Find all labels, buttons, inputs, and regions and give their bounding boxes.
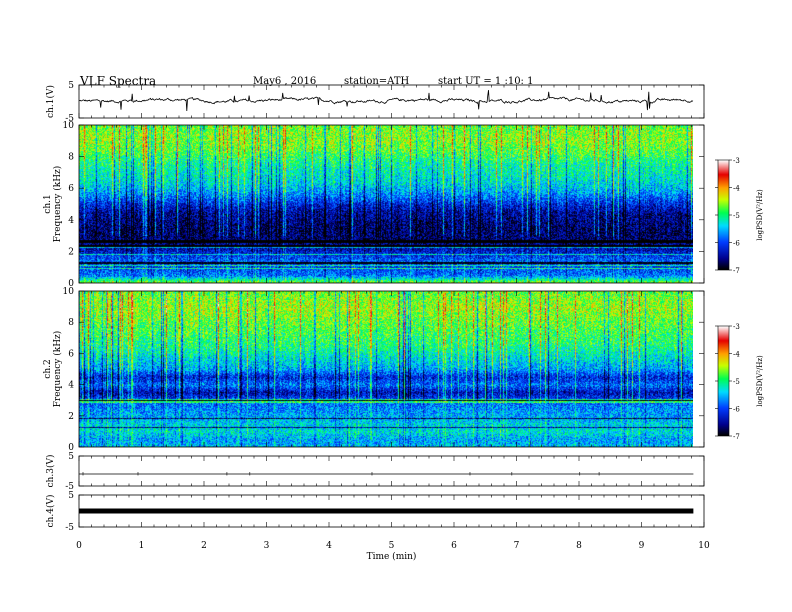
ch2_spec-ytick-label: 6 bbox=[68, 349, 74, 359]
ch2_spec-ytick-label: 10 bbox=[63, 287, 75, 297]
ch1-colorbar-tick-label: -4 bbox=[733, 185, 740, 193]
ch2-colorbar bbox=[718, 326, 729, 436]
ch2_spec-ytick-label: 2 bbox=[68, 412, 74, 422]
x-tick-label: 10 bbox=[698, 541, 710, 551]
ch1_spec-ytick-label: 4 bbox=[68, 216, 74, 226]
ch1_spec-channel-label: ch.1 bbox=[43, 194, 53, 213]
ch1_spec-spectrogram bbox=[79, 125, 693, 283]
ch1-colorbar-tick-label: -3 bbox=[733, 157, 740, 165]
ch1-waveform bbox=[78, 90, 694, 112]
ch1_wave-ylabel: ch.1(V) bbox=[45, 85, 56, 118]
x-tick-label: 5 bbox=[389, 541, 395, 551]
ch3_wave-ytick-label: 5 bbox=[68, 452, 74, 462]
x-tick-label: 6 bbox=[451, 541, 457, 551]
x-tick-label: 9 bbox=[639, 541, 645, 551]
ch1-colorbar-tick-label: -5 bbox=[733, 212, 740, 220]
ch2-colorbar-label: logPSD(V²/Hz) bbox=[756, 355, 764, 407]
ch1_wave-ytick-label: -5 bbox=[65, 114, 74, 124]
x-tick-label: 8 bbox=[576, 541, 582, 551]
ch3_wave-ylabel: ch.3(V) bbox=[45, 455, 56, 488]
x-tick-label: 3 bbox=[264, 541, 270, 551]
x-tick-label: 0 bbox=[76, 541, 82, 551]
ch1-colorbar-tick-label: -6 bbox=[733, 240, 740, 248]
ch2_spec-channel-label: ch.2 bbox=[43, 359, 53, 378]
ch1_spec-ytick-label: 2 bbox=[68, 247, 74, 257]
ch1_spec-ytick-label: 6 bbox=[68, 184, 74, 194]
x-tick-label: 4 bbox=[326, 541, 332, 551]
ch1-colorbar bbox=[718, 160, 729, 270]
ch1_spec-ylabel: Frequency (kHz) bbox=[52, 166, 63, 243]
ch2-colorbar-tick-label: -3 bbox=[733, 323, 740, 331]
ch1-colorbar-tick-label: -7 bbox=[733, 267, 740, 275]
x-axis-label: Time (min) bbox=[367, 551, 417, 562]
x-tick-label: 1 bbox=[139, 541, 145, 551]
ch2_spec-ylabel: Frequency (kHz) bbox=[52, 331, 63, 408]
ch4_wave-ytick-label: 5 bbox=[68, 491, 74, 501]
ch1_wave-ytick-label: 5 bbox=[68, 81, 74, 91]
ch1_spec-ytick-label: 0 bbox=[68, 279, 74, 289]
date-label: May6 , 2016 bbox=[253, 76, 317, 87]
ch2-colorbar-tick-label: -5 bbox=[733, 378, 740, 386]
ch1_spec-ytick-label: 10 bbox=[63, 121, 75, 131]
ch2_spec-ytick-label: 4 bbox=[68, 381, 74, 391]
ch4_wave-ytick-label: -5 bbox=[65, 523, 74, 533]
x-tick-label: 2 bbox=[201, 541, 207, 551]
start-ut-label: start UT = 1 :10: 1 bbox=[438, 76, 534, 87]
ch1-colorbar-label: logPSD(V²/Hz) bbox=[756, 189, 764, 241]
ch2-colorbar-tick-label: -6 bbox=[733, 406, 740, 414]
chart-title: VLF Spectra bbox=[80, 74, 157, 88]
ch2-colorbar-tick-label: -4 bbox=[733, 351, 740, 359]
ch2-colorbar-tick-label: -7 bbox=[733, 433, 740, 441]
station-label: station=ATH bbox=[344, 76, 410, 87]
ch2_spec-ytick-label: 8 bbox=[68, 318, 74, 328]
ch3_wave-ytick-label: -5 bbox=[65, 482, 74, 492]
ch1_spec-ytick-label: 8 bbox=[68, 153, 74, 163]
ch2_spec-ytick-label: 0 bbox=[68, 443, 74, 453]
ch4_wave-ylabel: ch.4(V) bbox=[45, 495, 56, 528]
x-tick-label: 7 bbox=[514, 541, 520, 551]
ch2_spec-spectrogram bbox=[79, 291, 693, 447]
